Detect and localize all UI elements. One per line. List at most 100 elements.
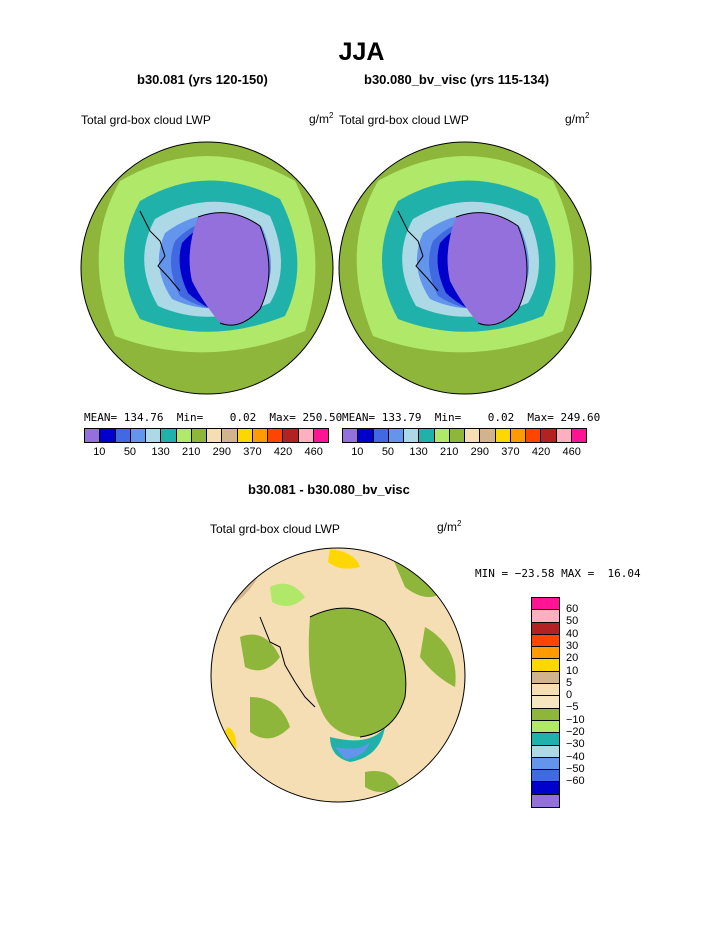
colorbar-swatch: [343, 429, 359, 442]
colorbar-swatch: [404, 429, 420, 442]
colorbar-tick-label: −5: [566, 701, 579, 714]
colorbar-swatch: [207, 429, 223, 442]
colorbar-swatch: [532, 622, 559, 635]
diff-stats: MIN = −23.58 MAX = 16.04: [475, 567, 641, 580]
colorbar-tick-label: −40: [566, 750, 585, 763]
colorbar-tick-label: −50: [566, 762, 585, 775]
colorbar-tick-label: 370: [501, 446, 520, 458]
diff-case-title: b30.081 - b30.080_bv_visc: [248, 482, 410, 497]
colorbar-tick-label: 30: [566, 639, 579, 652]
colorbar-swatch: [532, 757, 559, 771]
colorbar-swatch: [313, 429, 328, 442]
colorbar-swatch: [571, 429, 586, 442]
colorbar-tick-label: 420: [531, 446, 551, 458]
colorbar-swatch: [532, 794, 559, 808]
colorbar-swatch: [532, 598, 559, 611]
left-case-title: b30.081 (yrs 120-150): [137, 72, 268, 87]
colorbar-swatch: [85, 429, 101, 442]
colorbar-swatch: [449, 429, 465, 442]
diff-polar-map: [210, 547, 466, 803]
right-colorbar: 10 50 130 210 290 370 420 460: [342, 428, 587, 458]
colorbar-tick-label: 290: [470, 446, 489, 458]
colorbar-swatch: [100, 429, 116, 442]
colorbar-tick-label: −60: [566, 775, 585, 788]
colorbar-swatch: [465, 429, 481, 442]
colorbar-swatch: [532, 659, 559, 672]
left-unit-label: g/m2: [309, 111, 334, 126]
left-colorbar: 10 50 130 210 290 370 420 460: [84, 428, 329, 458]
colorbar-swatch: [532, 671, 559, 685]
colorbar-swatch: [298, 429, 314, 442]
right-unit-label: g/m2: [565, 111, 590, 126]
diff-colorbar-ticks: 60 50 40 30 20 10 5 0 −5 −10 −20 −30 −40 −50 −60: [566, 604, 616, 804]
colorbar-tick-label: −10: [566, 713, 585, 726]
colorbar-swatch: [556, 429, 572, 442]
colorbar-swatch: [222, 429, 238, 442]
colorbar-tick-label: 50: [381, 446, 395, 458]
colorbar-tick-label: 0: [566, 689, 573, 702]
left-stats: MEAN= 134.76 Min= 0.02 Max= 250.50: [84, 411, 343, 424]
colorbar-tick-label: 50: [566, 615, 579, 628]
colorbar-swatch: [252, 429, 268, 442]
colorbar-swatch: [495, 429, 511, 442]
colorbar-swatch: [532, 696, 559, 709]
colorbar-tick-label: 10: [93, 446, 106, 458]
colorbar-tick-label: 130: [409, 446, 428, 458]
colorbar-swatch: [237, 429, 253, 442]
colorbar-tick-label: 60: [566, 603, 579, 615]
diff-colorbar: [531, 597, 560, 809]
colorbar-swatch: [541, 429, 557, 442]
colorbar-swatch: [532, 634, 559, 648]
colorbar-swatch: [532, 770, 559, 783]
colorbar-tick-label: 460: [562, 446, 581, 458]
right-polar-map: [338, 141, 592, 395]
right-case-title: b30.080_bv_visc (yrs 115-134): [364, 72, 550, 87]
colorbar-swatch: [268, 429, 284, 442]
colorbar-swatch: [146, 429, 162, 442]
colorbar-swatch: [532, 708, 559, 721]
colorbar-swatch: [532, 782, 559, 795]
page-title: JJA: [338, 38, 385, 66]
colorbar-swatch: [191, 429, 207, 442]
colorbar-swatch: [480, 429, 496, 442]
colorbar-swatch: [358, 429, 374, 442]
colorbar-swatch: [176, 429, 192, 442]
diff-field-label: Total grd-box cloud LWP: [210, 522, 340, 536]
right-field-label: Total grd-box cloud LWP: [339, 113, 469, 127]
colorbar-tick-label: 5: [566, 676, 573, 689]
left-field-label: Total grd-box cloud LWP: [81, 113, 211, 127]
colorbar-tick-label: −30: [566, 738, 585, 751]
colorbar-swatch: [283, 429, 299, 442]
colorbar-swatch: [532, 610, 559, 623]
colorbar-tick-label: 10: [351, 446, 364, 458]
colorbar-swatch: [161, 429, 177, 442]
colorbar-swatch: [115, 429, 131, 442]
colorbar-swatch: [388, 429, 404, 442]
colorbar-tick-label: 130: [151, 446, 170, 458]
colorbar-tick-label: −20: [566, 726, 585, 738]
colorbar-tick-label: 420: [273, 446, 293, 458]
diff-unit-label: g/m2: [437, 519, 462, 534]
colorbar-tick-label: 370: [243, 446, 262, 458]
colorbar-swatch: [532, 733, 559, 746]
colorbar-swatch: [373, 429, 389, 442]
colorbar-swatch: [510, 429, 526, 442]
colorbar-swatch: [532, 647, 559, 660]
colorbar-swatch: [532, 684, 559, 697]
colorbar-tick-label: 40: [566, 627, 579, 640]
colorbar-tick-label: 10: [566, 664, 579, 677]
colorbar-tick-label: 460: [304, 446, 323, 458]
colorbar-tick-label: 20: [566, 652, 579, 665]
colorbar-tick-label: 210: [182, 446, 201, 458]
left-polar-map: [80, 141, 334, 395]
colorbar-swatch: [526, 429, 542, 442]
colorbar-swatch: [434, 429, 450, 442]
right-stats: MEAN= 133.79 Min= 0.02 Max= 249.60: [342, 411, 601, 424]
colorbar-tick-label: 50: [123, 446, 137, 458]
colorbar-swatch: [532, 745, 559, 758]
colorbar-tick-label: 290: [212, 446, 231, 458]
colorbar-swatch: [130, 429, 146, 442]
colorbar-tick-label: 210: [440, 446, 459, 458]
colorbar-swatch: [532, 720, 559, 734]
colorbar-swatch: [419, 429, 435, 442]
